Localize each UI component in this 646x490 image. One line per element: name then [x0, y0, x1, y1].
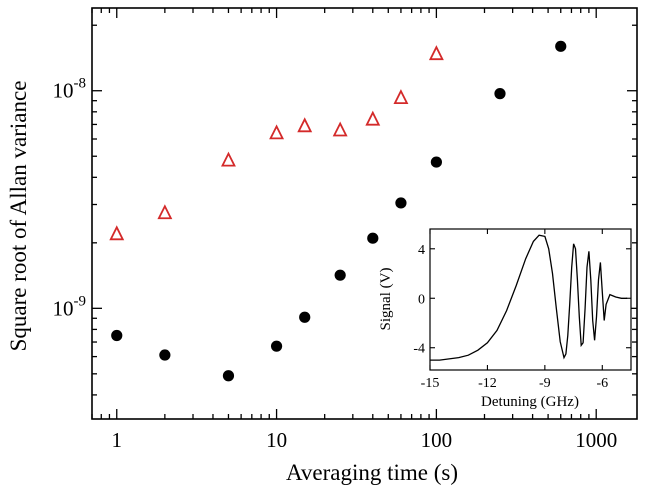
triangle-point [221, 151, 236, 167]
x-tick-label: 1000 [575, 428, 617, 452]
inset-x-axis: -15 -12 -9 -6 [421, 229, 608, 391]
y-tick-label: 10-8 [53, 76, 87, 103]
circle-point [222, 370, 235, 382]
circle-point [270, 340, 283, 352]
x-tick-label: 10 [266, 428, 287, 452]
circle-point [299, 311, 311, 323]
main-x-axis: 1 10 100 1000 [91, 8, 617, 452]
main-series-markers [109, 40, 567, 382]
triangle-point [332, 121, 348, 137]
inset-y-axis: -4 0 4 [413, 243, 631, 357]
circle-point [430, 156, 442, 168]
x-tick-label: 1 [112, 428, 123, 452]
inset-chart: -15 -12 -9 -6 -4 0 4 Detuning (GHz) Signal (V… [378, 228, 632, 410]
triangle-point [109, 225, 125, 241]
triangle-point [365, 110, 381, 126]
inset-x-tick-label: -6 [596, 376, 608, 391]
triangle-point [157, 204, 173, 220]
circle-point [555, 40, 567, 52]
inset-y-tick-label: -4 [413, 342, 425, 357]
inset-x-tick-label: -12 [478, 376, 497, 391]
circle-point [159, 349, 171, 361]
inset-x-axis-title: Detuning (GHz) [481, 394, 579, 410]
circle-point [367, 232, 379, 244]
circle-point [395, 197, 407, 209]
triangle-point [269, 124, 285, 140]
inset-signal-line [430, 234, 628, 361]
inset-x-tick-label: -15 [421, 376, 440, 391]
inset-x-tick-label: -9 [539, 376, 551, 391]
triangle-point [428, 45, 444, 61]
inset-frame [429, 228, 632, 371]
circle-point [334, 269, 346, 281]
inset-y-axis-title: Signal (V) [378, 268, 394, 331]
inset-y-tick-label: 4 [418, 243, 425, 258]
triangle-point [297, 117, 313, 133]
triangle-point [393, 89, 409, 104]
y-tick-label: 10-9 [53, 293, 87, 320]
main-x-axis-title: Averaging time (s) [286, 460, 458, 485]
main-plot-frame [91, 7, 638, 420]
circle-point [111, 329, 123, 342]
circle-point [494, 88, 506, 100]
inset-y-tick-label: 0 [418, 292, 425, 307]
main-y-axis-title: Square root of Allan variance [6, 81, 31, 352]
x-tick-label: 100 [421, 428, 453, 452]
main-y-axis: 10-9 10-8 [53, 24, 637, 396]
